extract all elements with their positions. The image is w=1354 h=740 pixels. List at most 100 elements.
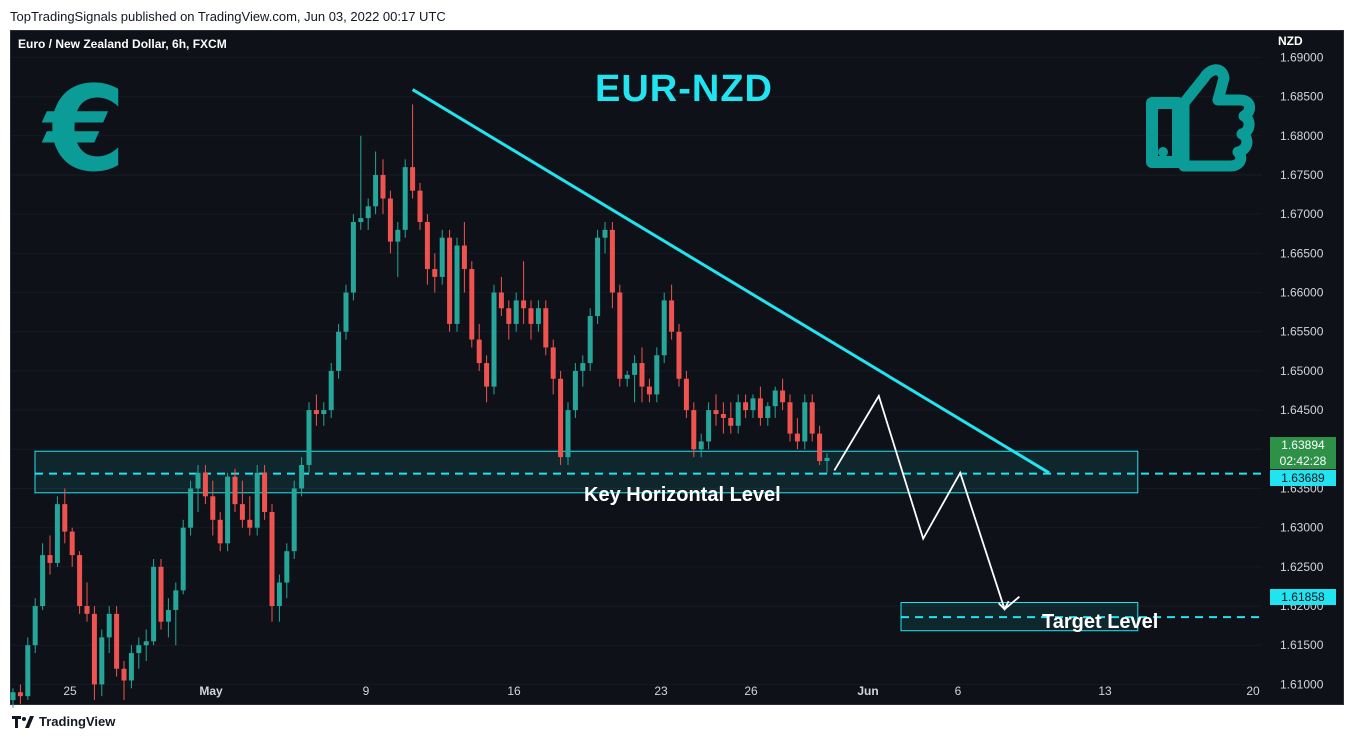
projection-arrowhead: [997, 600, 1010, 611]
candle-body: [787, 402, 793, 434]
last-price-badge: 1.63894 02:42:28: [1270, 437, 1336, 469]
candle-body: [824, 457, 830, 462]
candle-body: [336, 331, 342, 371]
candle-body: [40, 555, 46, 607]
candle-body: [395, 229, 401, 242]
candle-body: [735, 402, 741, 426]
candle-body: [706, 410, 712, 442]
y-tick-label: 1.69000: [1280, 50, 1324, 64]
candle-body: [461, 245, 467, 270]
candle-body: [239, 504, 245, 520]
candle-body: [491, 292, 497, 387]
symbol-label: Euro / New Zealand Dollar, 6h, FXCM: [18, 37, 227, 51]
countdown-value: 02:42:28: [1279, 454, 1327, 468]
candle-body: [595, 237, 601, 317]
last-price-value: 1.63894: [1281, 438, 1325, 452]
candle-body: [417, 190, 423, 223]
candle-body: [757, 398, 763, 418]
candle-body: [720, 414, 726, 418]
candle-body: [543, 308, 549, 348]
candle-body: [365, 206, 371, 219]
candle-body: [173, 590, 179, 610]
candle-body: [587, 316, 593, 364]
candle-body: [10, 692, 16, 701]
candle-body: [476, 339, 482, 364]
candle-body: [565, 410, 571, 458]
candle-body: [683, 378, 689, 411]
y-tick-label: 1.66000: [1280, 286, 1324, 300]
candle-body: [661, 300, 667, 356]
candle-body: [498, 292, 504, 309]
candle-body: [77, 555, 83, 607]
target-level-badge: 1.61858: [1270, 589, 1336, 605]
candle-body: [321, 410, 327, 415]
thumbs-up-icon: [1146, 64, 1255, 172]
candles: [10, 104, 830, 708]
y-tick-label: 1.64500: [1280, 403, 1324, 417]
tradingview-logo[interactable]: TradingView: [12, 714, 115, 729]
candle-body: [713, 410, 719, 415]
candle-body: [25, 645, 31, 697]
candle-body: [136, 645, 142, 654]
y-tick-label: 1.67000: [1280, 207, 1324, 221]
y-tick-label: 1.68000: [1280, 129, 1324, 143]
candle-body: [62, 504, 68, 532]
key-level-badge: 1.63689: [1270, 470, 1336, 486]
x-tick-label: 20: [1246, 684, 1260, 698]
key-level-zone: [34, 450, 1139, 494]
candle-body: [232, 476, 238, 505]
candle-body: [210, 496, 216, 520]
candle-body: [743, 402, 749, 411]
y-tick-label: 1.65000: [1280, 364, 1324, 378]
candle-body: [195, 472, 201, 489]
candle-body: [550, 347, 556, 379]
candle-body: [202, 472, 208, 497]
candle-body: [402, 167, 408, 230]
candle-body: [47, 555, 53, 563]
candle-body: [698, 441, 704, 450]
candle-body: [558, 378, 564, 458]
candle-body: [284, 551, 290, 583]
candle-body: [617, 292, 623, 379]
candle-body: [750, 398, 756, 411]
trendline: [411, 88, 1050, 475]
candle-body: [432, 269, 438, 277]
candle-body: [84, 606, 90, 614]
candle-body: [387, 198, 393, 242]
candle-body: [91, 613, 97, 685]
candle-body: [669, 300, 675, 332]
x-tick-label: Jun: [857, 684, 878, 698]
time-axis[interactable]: 25 May 9 16 23 26 Jun 6 13 20: [63, 684, 1260, 698]
candle-body: [469, 269, 475, 340]
candle-body: [32, 606, 38, 646]
candle-body: [410, 167, 416, 191]
candle-body: [114, 613, 120, 669]
candle-body: [765, 406, 771, 418]
x-tick-label: 6: [955, 684, 962, 698]
candle-body: [165, 609, 171, 622]
y-tick-label: 1.68500: [1280, 90, 1324, 104]
candle-body: [106, 613, 112, 638]
candle-body: [646, 386, 652, 395]
candle-body: [180, 527, 186, 591]
candle-body: [580, 363, 586, 371]
candle-body: [328, 370, 334, 411]
candle-body: [151, 566, 157, 642]
candle-body: [54, 504, 60, 563]
projection-path: [833, 393, 1020, 611]
candle-body: [809, 402, 815, 434]
pair-title: EUR-NZD: [595, 68, 773, 110]
candle-body: [291, 488, 297, 552]
grid: [11, 56, 1262, 685]
candle-body: [424, 222, 430, 270]
currency-label: NZD: [1278, 34, 1303, 48]
candle-body: [639, 363, 645, 387]
candle-body: [691, 410, 697, 450]
candle-body: [439, 237, 445, 277]
y-tick-label: 1.61500: [1280, 638, 1324, 652]
zones: [34, 450, 1262, 632]
candle-body: [772, 390, 778, 407]
annotation-lines: [411, 88, 1050, 611]
candle-body: [254, 472, 260, 528]
